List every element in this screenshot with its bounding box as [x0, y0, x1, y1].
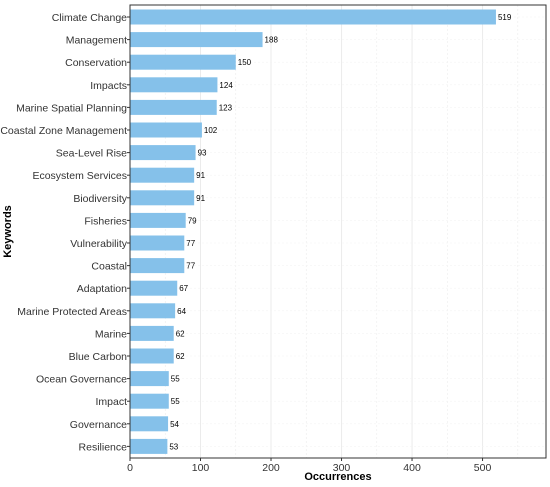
- bar: [130, 325, 174, 341]
- category-label: Impacts: [90, 80, 127, 92]
- category-label: Coastal: [91, 261, 127, 273]
- bar: [130, 190, 195, 206]
- category-label: Fisheries: [84, 215, 127, 227]
- data-label: 91: [196, 171, 205, 180]
- bar: [130, 167, 195, 183]
- bar: [130, 9, 496, 25]
- category-label: Sea-Level Rise: [56, 148, 127, 160]
- bars: [130, 9, 496, 454]
- x-tick-label: 100: [192, 462, 210, 474]
- grid-lines: [129, 5, 546, 458]
- data-label: 150: [238, 58, 252, 67]
- bar: [130, 258, 185, 274]
- category-label: Marine: [95, 328, 127, 340]
- data-label: 62: [176, 352, 185, 361]
- bar: [130, 303, 176, 319]
- data-label: 54: [170, 420, 179, 429]
- category-label: Ocean Governance: [36, 374, 127, 386]
- x-axis-title: Occurrences: [304, 471, 371, 483]
- data-label: 77: [186, 239, 195, 248]
- data-label: 519: [498, 13, 512, 22]
- data-label: 79: [188, 216, 197, 225]
- category-label: Blue Carbon: [69, 351, 128, 363]
- x-tick-label: 500: [474, 462, 492, 474]
- category-label: Marine Spatial Planning: [16, 102, 127, 114]
- data-label: 55: [171, 375, 180, 384]
- x-tick-label: 400: [403, 462, 421, 474]
- bar: [130, 416, 169, 432]
- bar: [130, 32, 263, 48]
- data-label: 188: [265, 36, 279, 45]
- bar: [130, 393, 169, 409]
- x-tick-label: 0: [127, 462, 133, 474]
- data-label: 102: [204, 126, 218, 135]
- data-label: 64: [177, 307, 186, 316]
- data-label: 77: [186, 262, 195, 271]
- bar: [130, 212, 186, 228]
- category-label: Coastal Zone Management: [0, 125, 127, 137]
- category-label: Governance: [70, 419, 127, 431]
- data-label: 124: [219, 81, 233, 90]
- bar: [130, 438, 168, 454]
- data-label: 55: [171, 397, 180, 406]
- category-labels: Climate Change Management Conservation Impa…: [0, 12, 127, 453]
- category-label: Climate Change: [52, 12, 127, 24]
- data-label: 93: [198, 149, 207, 158]
- category-label: Biodiversity: [73, 193, 127, 205]
- category-label: Conservation: [65, 57, 127, 69]
- bar: [130, 99, 217, 115]
- data-label: 62: [176, 329, 185, 338]
- data-label: 53: [169, 442, 178, 451]
- bar: [130, 145, 196, 161]
- data-label: 123: [219, 103, 233, 112]
- data-labels: 519 188 150 124 123 102 93 91 91 79 77 77 67 64 62 62 55…: [169, 13, 511, 451]
- category-label: Vulnerability: [70, 238, 128, 250]
- category-label: Resilience: [79, 441, 128, 453]
- bar: [130, 122, 202, 138]
- category-label: Adaptation: [77, 283, 127, 295]
- bar: [130, 235, 185, 251]
- category-label: Ecosystem Services: [32, 170, 127, 182]
- x-tick-label: 200: [262, 462, 280, 474]
- data-label: 91: [196, 194, 205, 203]
- bar: [130, 77, 218, 93]
- panel-border: [129, 4, 547, 459]
- data-label: 67: [179, 284, 188, 293]
- bar: [130, 280, 178, 296]
- bar: [130, 371, 169, 387]
- bar: [130, 348, 174, 364]
- y-axis-title: Keywords: [2, 205, 14, 258]
- bar: [130, 54, 236, 70]
- category-label: Marine Protected Areas: [17, 306, 127, 318]
- category-label: Management: [66, 35, 127, 47]
- category-label: Impact: [95, 396, 127, 408]
- x-tick-label: 300: [333, 462, 351, 474]
